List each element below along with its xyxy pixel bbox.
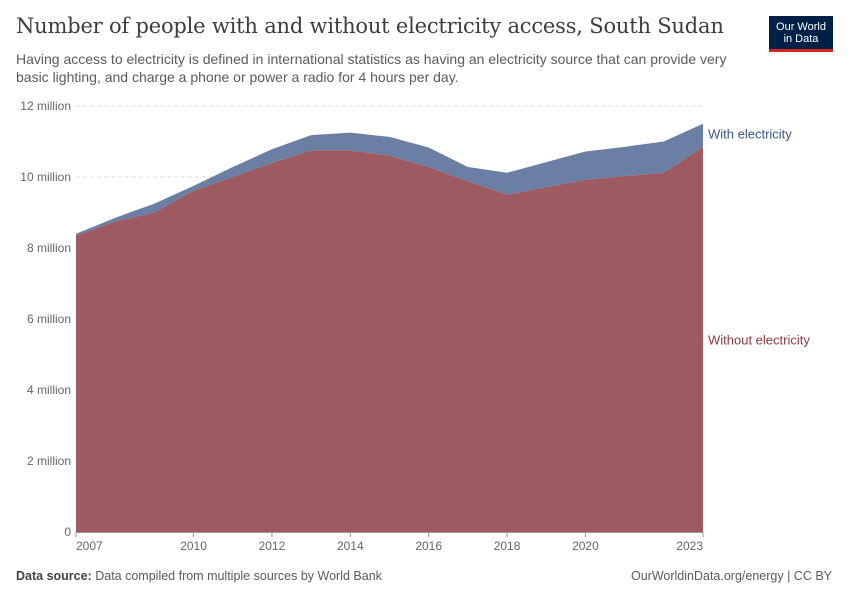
x-tick-label-2012: 2012 [259,539,286,553]
x-tick-label-2023: 2023 [676,539,703,553]
y-tick-label-4: 4 million [27,383,71,397]
chart-title: Number of people with and without electr… [16,14,724,38]
x-tick-label-2016: 2016 [415,539,442,553]
area-with-electricity [76,123,703,236]
y-tick-label-12: 12 million [20,99,71,113]
area-chart: Without electricity With electricity 0 2 mi… [20,99,810,553]
x-tick-label-2018: 2018 [494,539,521,553]
area-without-electricity [76,146,703,532]
y-tick-label-0: 0 [64,525,71,539]
y-tick-label-8: 8 million [27,241,71,255]
x-tick-label-2010: 2010 [180,539,207,553]
y-tick-label-2: 2 million [27,454,71,468]
owid-logo[interactable]: Our World in Data [769,16,833,52]
x-tick-label-2020: 2020 [572,539,599,553]
credit-link[interactable]: OurWorldinData.org/energy | CC BY [630,569,832,583]
y-tick-label-10: 10 million [20,170,71,184]
series-label-without-electricity: Without electricity [708,332,810,347]
data-source: Data source: Data compiled from multiple… [16,569,382,583]
y-tick-label-6: 6 million [27,312,71,326]
x-tick-label-2014: 2014 [337,539,364,553]
owid-logo-text: Our World in Data [776,20,826,45]
chart-subtitle: Having access to electricity is defined … [16,51,727,85]
series-label-with-electricity: With electricity [708,126,792,141]
x-tick-label-2007: 2007 [76,539,103,553]
data-source-label: Data source: [16,569,92,583]
data-source-text[interactable]: Data compiled from multiple sources by W… [95,569,382,583]
